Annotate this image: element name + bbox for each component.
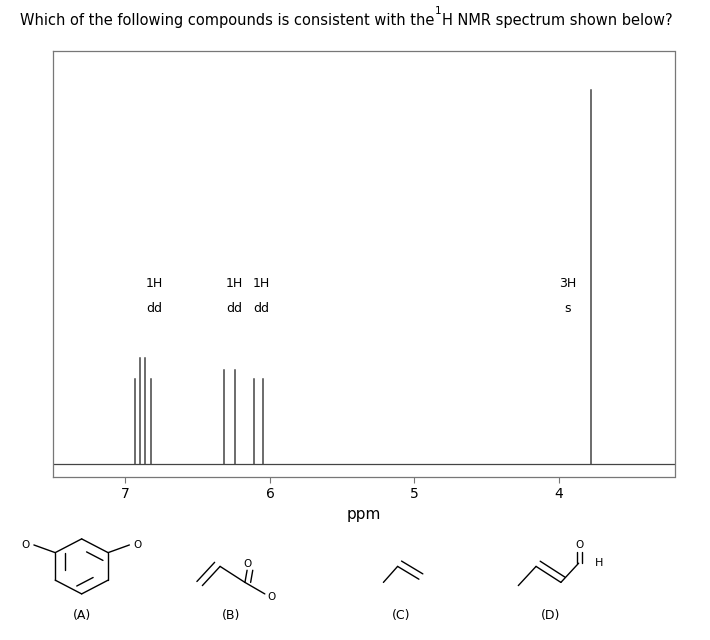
Text: 1H: 1H: [225, 276, 243, 289]
Text: O: O: [133, 540, 142, 550]
Text: 1H: 1H: [146, 276, 163, 289]
Text: O: O: [575, 540, 584, 550]
Text: Which of the following compounds is consistent with the: Which of the following compounds is cons…: [20, 13, 439, 28]
Text: 1H: 1H: [253, 276, 270, 289]
Text: dd: dd: [226, 302, 242, 315]
Text: (B): (B): [222, 609, 240, 622]
Text: O: O: [268, 592, 276, 602]
Text: dd: dd: [253, 302, 269, 315]
Text: (D): (D): [540, 609, 560, 622]
Text: O: O: [21, 540, 30, 550]
Text: H: H: [595, 558, 604, 568]
Text: dd: dd: [146, 302, 163, 315]
Text: H NMR spectrum shown below?: H NMR spectrum shown below?: [442, 13, 672, 28]
Text: O: O: [243, 559, 251, 570]
Text: s: s: [564, 302, 571, 315]
X-axis label: ppm: ppm: [346, 507, 381, 522]
Text: 1: 1: [435, 6, 441, 16]
Text: (A): (A): [72, 609, 91, 622]
Text: 3H: 3H: [559, 276, 577, 289]
Text: (C): (C): [392, 609, 410, 622]
